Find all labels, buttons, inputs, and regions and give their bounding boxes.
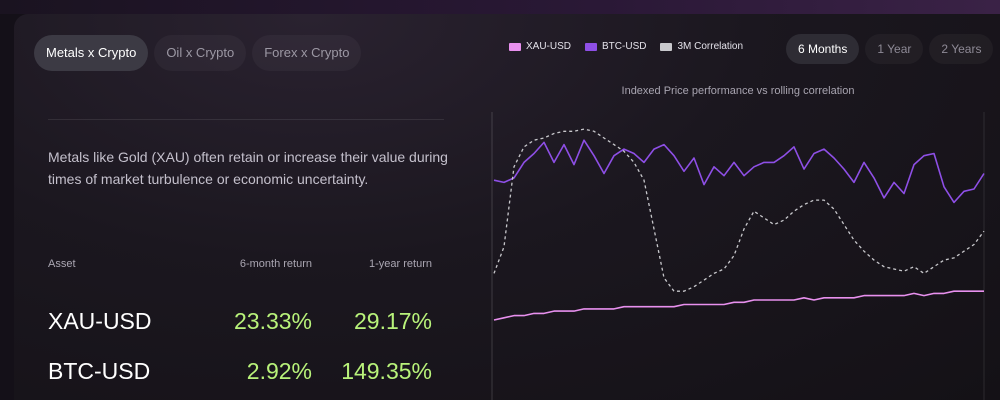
asset-name: XAU-USD [48, 307, 152, 334]
category-description: Metals like Gold (XAU) often retain or i… [48, 149, 448, 187]
xau-usd-line [493, 290, 984, 321]
period-2-years[interactable]: 2 Years [929, 34, 994, 64]
chart-legend: XAU-USD BTC-USD 3M Correlation [509, 41, 743, 52]
one-year-return: 29.17% [353, 307, 432, 334]
section-divider [48, 119, 444, 120]
legend-item-xau[interactable]: XAU-USD [509, 41, 571, 52]
table-row: BTC-USD 2.92% 149.35% [48, 346, 432, 396]
legend-item-correlation[interactable]: 3M Correlation [660, 41, 743, 52]
chart-title: Indexed Price performance vs rolling cor… [621, 85, 855, 97]
correlation-line [493, 128, 985, 292]
returns-table-header: Asset 6-month return 1-year return [48, 258, 432, 274]
tab-forex-crypto[interactable]: Forex x Crypto [252, 35, 362, 71]
btc-usd-line [493, 139, 985, 204]
returns-table: Asset 6-month return 1-year return XAU-U… [48, 258, 432, 396]
one-year-return: 149.35% [341, 357, 432, 384]
btc-swatch [585, 42, 598, 51]
header-one-year: 1-year return [369, 258, 432, 270]
period-1-year[interactable]: 1 Year [865, 34, 924, 64]
asset-name: BTC-USD [48, 357, 151, 384]
category-tabs: Metals x Crypto Oil x Crypto Forex x Cry… [34, 35, 362, 71]
legend-label-btc: BTC-USD [602, 41, 647, 52]
six-month-return: 23.33% [233, 307, 312, 334]
xau-swatch [509, 42, 521, 51]
legend-label-xau: XAU-USD [526, 41, 572, 52]
table-row: XAU-USD 23.33% 29.17% [48, 296, 432, 346]
correlation-swatch [660, 42, 673, 51]
header-asset: Asset [48, 258, 76, 270]
comparison-panel: Metals x Crypto Oil x Crypto Forex x Cry… [14, 14, 1000, 400]
tab-metals-crypto[interactable]: Metals x Crypto [34, 35, 149, 71]
header-six-month: 6-month return [239, 258, 312, 270]
price-correlation-chart [491, 112, 985, 400]
six-month-return: 2.92% [246, 357, 312, 384]
tab-oil-crypto[interactable]: Oil x Crypto [154, 35, 247, 71]
period-6-months[interactable]: 6 Months [786, 34, 860, 64]
legend-label-correlation: 3M Correlation [677, 41, 744, 52]
period-selector: 6 Months 1 Year 2 Years [786, 34, 994, 64]
series-layer [493, 128, 985, 321]
legend-item-btc[interactable]: BTC-USD [585, 41, 646, 52]
top-accent-bar [0, 0, 1000, 14]
